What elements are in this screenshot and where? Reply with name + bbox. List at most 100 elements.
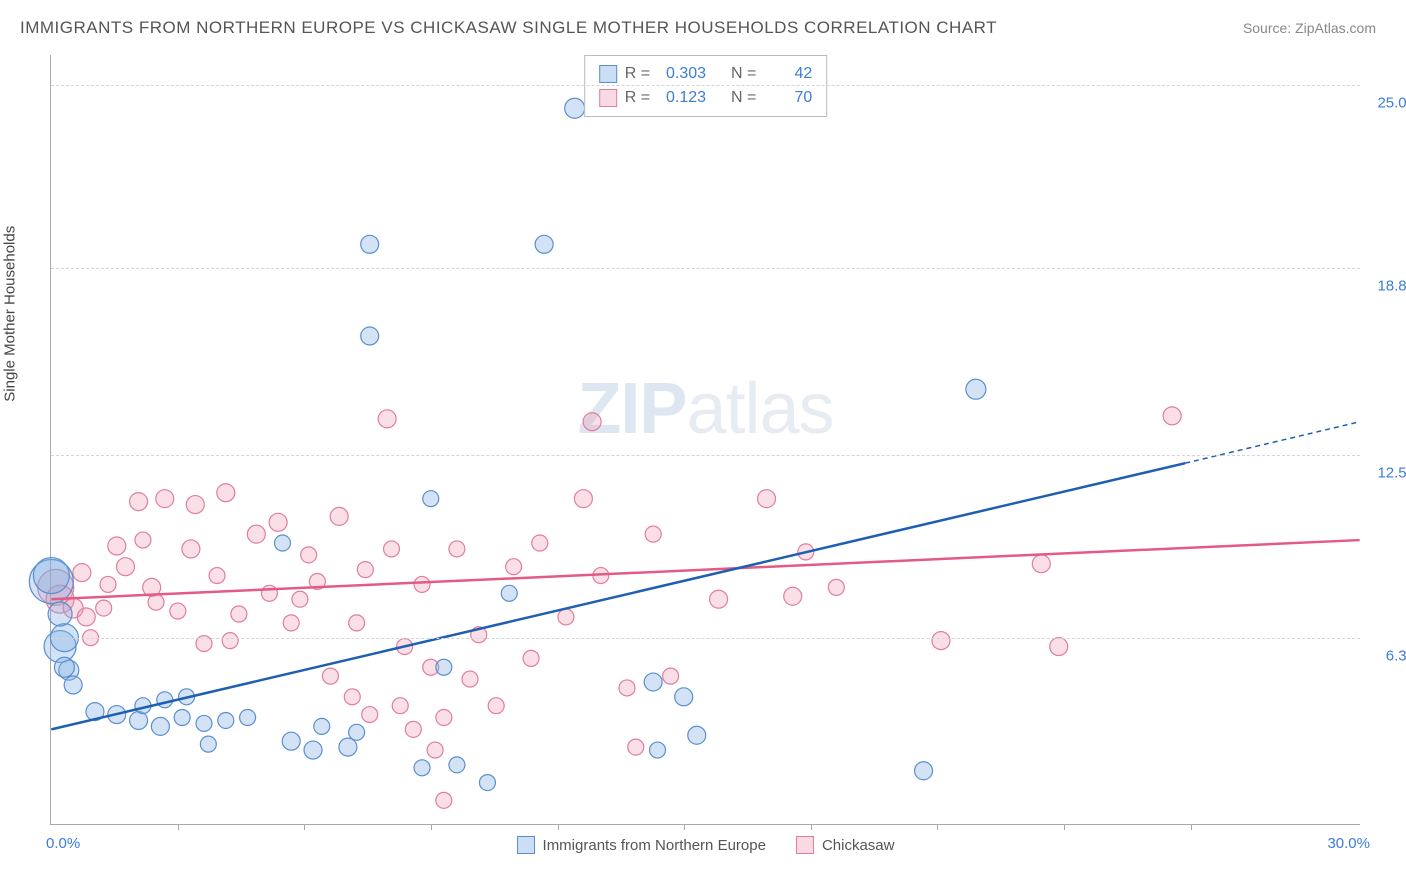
pink-point — [156, 490, 174, 508]
n-value-pink: 70 — [764, 86, 812, 110]
blue-point — [33, 558, 69, 594]
pink-point — [209, 568, 225, 584]
x-tick — [558, 824, 559, 830]
pink-point — [558, 609, 574, 625]
pink-point — [116, 558, 134, 576]
blue-point — [414, 760, 430, 776]
blue-point — [535, 235, 553, 253]
n-label: N = — [731, 86, 756, 110]
pink-point — [405, 721, 421, 737]
gridline — [51, 638, 1360, 639]
source-link[interactable]: ZipAtlas.com — [1295, 20, 1376, 36]
r-value-blue: 0.303 — [658, 62, 706, 86]
swatch-pink-icon — [599, 89, 617, 107]
blue-point — [48, 602, 72, 626]
legend-item-pink: Chickasaw — [796, 836, 895, 854]
pink-point — [330, 507, 348, 525]
pink-point — [130, 493, 148, 511]
pink-point — [784, 587, 802, 605]
swatch-blue-icon — [599, 65, 617, 83]
legend-label-pink: Chickasaw — [822, 837, 895, 854]
legend-item-blue: Immigrants from Northern Europe — [517, 836, 766, 854]
pink-point — [77, 608, 95, 626]
pink-point — [462, 671, 478, 687]
blue-point — [274, 535, 290, 551]
pink-point — [758, 490, 776, 508]
stats-row-blue: R = 0.303 N = 42 — [599, 62, 813, 86]
y-tick-label: 25.0% — [1365, 94, 1406, 111]
swatch-blue-icon — [517, 836, 535, 854]
pink-point — [645, 526, 661, 542]
blue-point — [64, 676, 82, 694]
blue-point — [565, 98, 585, 118]
pink-point — [186, 496, 204, 514]
chart-title: IMMIGRANTS FROM NORTHERN EUROPE VS CHICK… — [20, 18, 997, 38]
blue-point — [436, 659, 452, 675]
pink-point — [532, 535, 548, 551]
blue-point — [361, 327, 379, 345]
x-tick — [304, 824, 305, 830]
blue-point — [675, 688, 693, 706]
pink-point — [349, 615, 365, 631]
pink-point — [148, 594, 164, 610]
blue-point — [282, 732, 300, 750]
blue-point — [151, 717, 169, 735]
stats-row-pink: R = 0.123 N = 70 — [599, 86, 813, 110]
pink-point — [292, 591, 308, 607]
pink-point — [231, 606, 247, 622]
gridline — [51, 268, 1360, 269]
pink-point — [523, 650, 539, 666]
pink-point — [392, 698, 408, 714]
r-label: R = — [625, 62, 650, 86]
pink-point — [436, 792, 452, 808]
pink-point — [1050, 638, 1068, 656]
pink-point — [247, 525, 265, 543]
y-axis-label: Single Mother Households — [2, 226, 19, 402]
pink-point — [108, 537, 126, 555]
pink-point — [222, 633, 238, 649]
blue-point — [501, 585, 517, 601]
blue-point — [130, 711, 148, 729]
blue-point — [644, 673, 662, 691]
blue-point — [174, 710, 190, 726]
pink-point — [710, 590, 728, 608]
blue-point — [200, 736, 216, 752]
blue-point — [339, 738, 357, 756]
pink-point — [73, 564, 91, 582]
pink-point — [182, 540, 200, 558]
legend: Immigrants from Northern Europe Chickasa… — [517, 836, 895, 854]
pink-point — [932, 632, 950, 650]
x-tick — [1191, 824, 1192, 830]
y-tick-label: 18.8% — [1365, 278, 1406, 295]
y-tick-label: 12.5% — [1365, 464, 1406, 481]
chart-svg — [51, 55, 1360, 824]
blue-point — [196, 715, 212, 731]
blue-point — [688, 726, 706, 744]
pink-point — [436, 710, 452, 726]
pink-point — [628, 739, 644, 755]
x-tick — [1064, 824, 1065, 830]
n-label: N = — [731, 62, 756, 86]
pink-point — [378, 410, 396, 428]
x-tick — [431, 824, 432, 830]
pink-point — [384, 541, 400, 557]
gridline — [51, 455, 1360, 456]
blue-point — [915, 762, 933, 780]
pink-point — [261, 585, 277, 601]
pink-point — [301, 547, 317, 563]
legend-label-blue: Immigrants from Northern Europe — [543, 837, 766, 854]
pink-point — [449, 541, 465, 557]
pink-point — [663, 668, 679, 684]
source-label: Source: — [1243, 20, 1291, 36]
pink-point — [96, 600, 112, 616]
r-label: R = — [625, 86, 650, 110]
pink-point — [135, 532, 151, 548]
x-tick — [684, 824, 685, 830]
pink-point — [362, 707, 378, 723]
plot-area: ZIPatlas R = 0.303 N = 42 R = 0.123 N = … — [50, 55, 1360, 825]
x-tick — [811, 824, 812, 830]
blue-point — [423, 491, 439, 507]
blue-point — [314, 718, 330, 734]
pink-point — [1163, 407, 1181, 425]
pink-point — [170, 603, 186, 619]
